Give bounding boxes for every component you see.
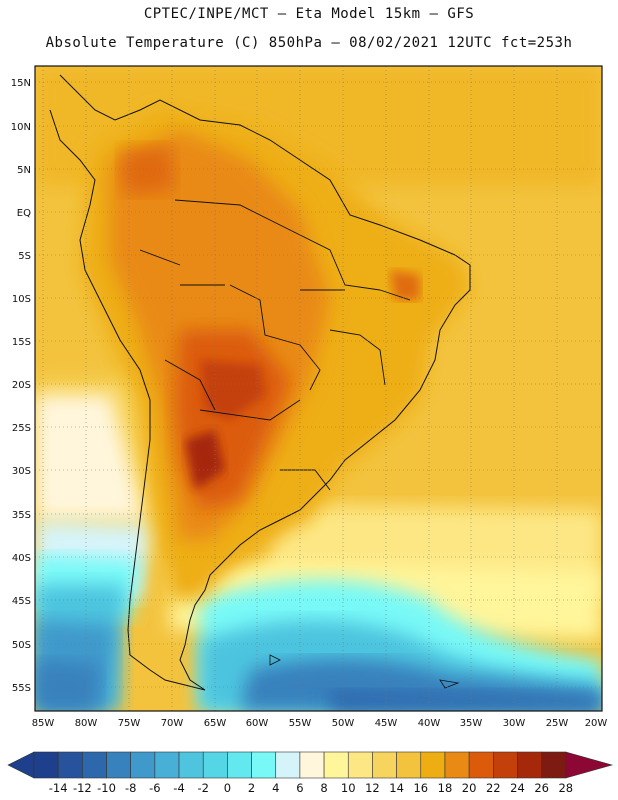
lat-label: 30S: [12, 466, 31, 477]
colorbar-swatch: [323, 751, 349, 779]
colorbar-label: 10: [340, 781, 356, 795]
colorbar-swatch: [227, 751, 252, 779]
lon-label: 20W: [585, 718, 608, 729]
colorbar-swatch: [82, 751, 107, 779]
lat-label: 40S: [12, 553, 31, 564]
colorbar-label: -2: [197, 781, 209, 795]
colorbar-label: 22: [485, 781, 501, 795]
colorbar-swatch: [251, 751, 277, 779]
lat-label: 25S: [12, 423, 31, 434]
colorbar-swatch: [541, 751, 567, 779]
colorbar-label: -10: [97, 781, 116, 795]
lat-label: 35S: [12, 510, 31, 521]
map-title-line1: CPTEC/INPE/MCT – Eta Model 15km – GFS: [143, 6, 475, 22]
lon-label: 50W: [332, 718, 355, 729]
lon-label: 80W: [75, 718, 98, 729]
lat-label: 20S: [12, 380, 31, 391]
lon-label: 55W: [289, 718, 312, 729]
lat-label: EQ: [17, 208, 31, 219]
colorbar-label: 18: [437, 781, 453, 795]
colorbar-swatch: [396, 751, 422, 779]
colorbar-label: -14: [48, 781, 68, 795]
colorbar-label: 4: [272, 781, 280, 795]
colorbar-swatch: [57, 751, 83, 779]
colorbar-label: 2: [247, 781, 256, 795]
map-gridlines: [35, 66, 602, 711]
lat-label: 10S: [12, 294, 31, 305]
lon-label: 85W: [32, 718, 55, 729]
lon-label: 25W: [546, 718, 569, 729]
longitude-axis: 85W 80W 75W 70W 65W 60W 55W 50W 45W 40W …: [32, 718, 608, 729]
lon-label: 60W: [246, 718, 269, 729]
colorbar-swatch: [493, 751, 518, 779]
colorbar-swatch: [517, 751, 542, 779]
colorbar-label: 28: [558, 781, 574, 795]
colorbar-label: 14: [389, 781, 404, 795]
colorbar-label: -4: [173, 781, 185, 795]
colorbar-swatch: [299, 751, 325, 779]
colorbar-swatch: [130, 751, 156, 779]
temperature-field: [35, 66, 602, 711]
lat-label: 15N: [11, 78, 31, 89]
colorbar-label: -8: [124, 781, 137, 795]
colorbar-label: 6: [296, 781, 304, 795]
lon-label: 65W: [204, 718, 227, 729]
colorbar-label: 12: [365, 781, 380, 795]
map-title-line2: Absolute Temperature (C) 850hPa – 08/02/…: [45, 35, 573, 51]
colorbar-label: 0: [223, 781, 232, 795]
colorbar-swatch: [420, 751, 446, 779]
colorbar: [7, 751, 614, 779]
lat-label: 45S: [12, 596, 31, 607]
colorbar-label: -12: [72, 781, 92, 795]
colorbar-swatch: [347, 751, 373, 779]
colorbar-swatch: [178, 751, 204, 779]
colorbar-swatch: [372, 751, 397, 779]
colorbar-swatch: [202, 751, 228, 779]
colorbar-label: 26: [534, 781, 549, 795]
lon-label: 40W: [418, 718, 441, 729]
colorbar-arrow-left: [7, 751, 35, 779]
colorbar-swatch: [154, 751, 180, 779]
colorbar-swatch: [468, 751, 494, 779]
colorbar-label: -6: [149, 781, 161, 795]
lat-label: 50S: [12, 640, 31, 651]
latitude-axis: 15N 10N 5N EQ 5S 10S 15S 20S 25S 30S 35S…: [11, 78, 31, 694]
colorbar-swatch: [33, 751, 59, 779]
lon-label: 70W: [161, 718, 184, 729]
lat-label: 15S: [12, 337, 31, 348]
lat-label: 55S: [12, 683, 31, 694]
colorbar-swatch: [106, 751, 131, 779]
lon-label: 75W: [118, 718, 141, 729]
lat-label: 5N: [17, 165, 31, 176]
colorbar-label: 24: [510, 781, 525, 795]
colorbar-label: 8: [320, 781, 328, 795]
lat-label: 10N: [11, 122, 31, 133]
lon-label: 45W: [375, 718, 398, 729]
map-frame: [34, 65, 603, 712]
colorbar-swatch: [444, 751, 470, 779]
lon-label: 30W: [503, 718, 526, 729]
colorbar-label: 16: [413, 781, 429, 795]
lat-label: 5S: [18, 251, 31, 262]
colorbar-arrow-right: [565, 751, 614, 779]
colorbar-swatch: [275, 751, 301, 779]
lon-label: 35W: [460, 718, 483, 729]
colorbar-label: 20: [461, 781, 477, 795]
